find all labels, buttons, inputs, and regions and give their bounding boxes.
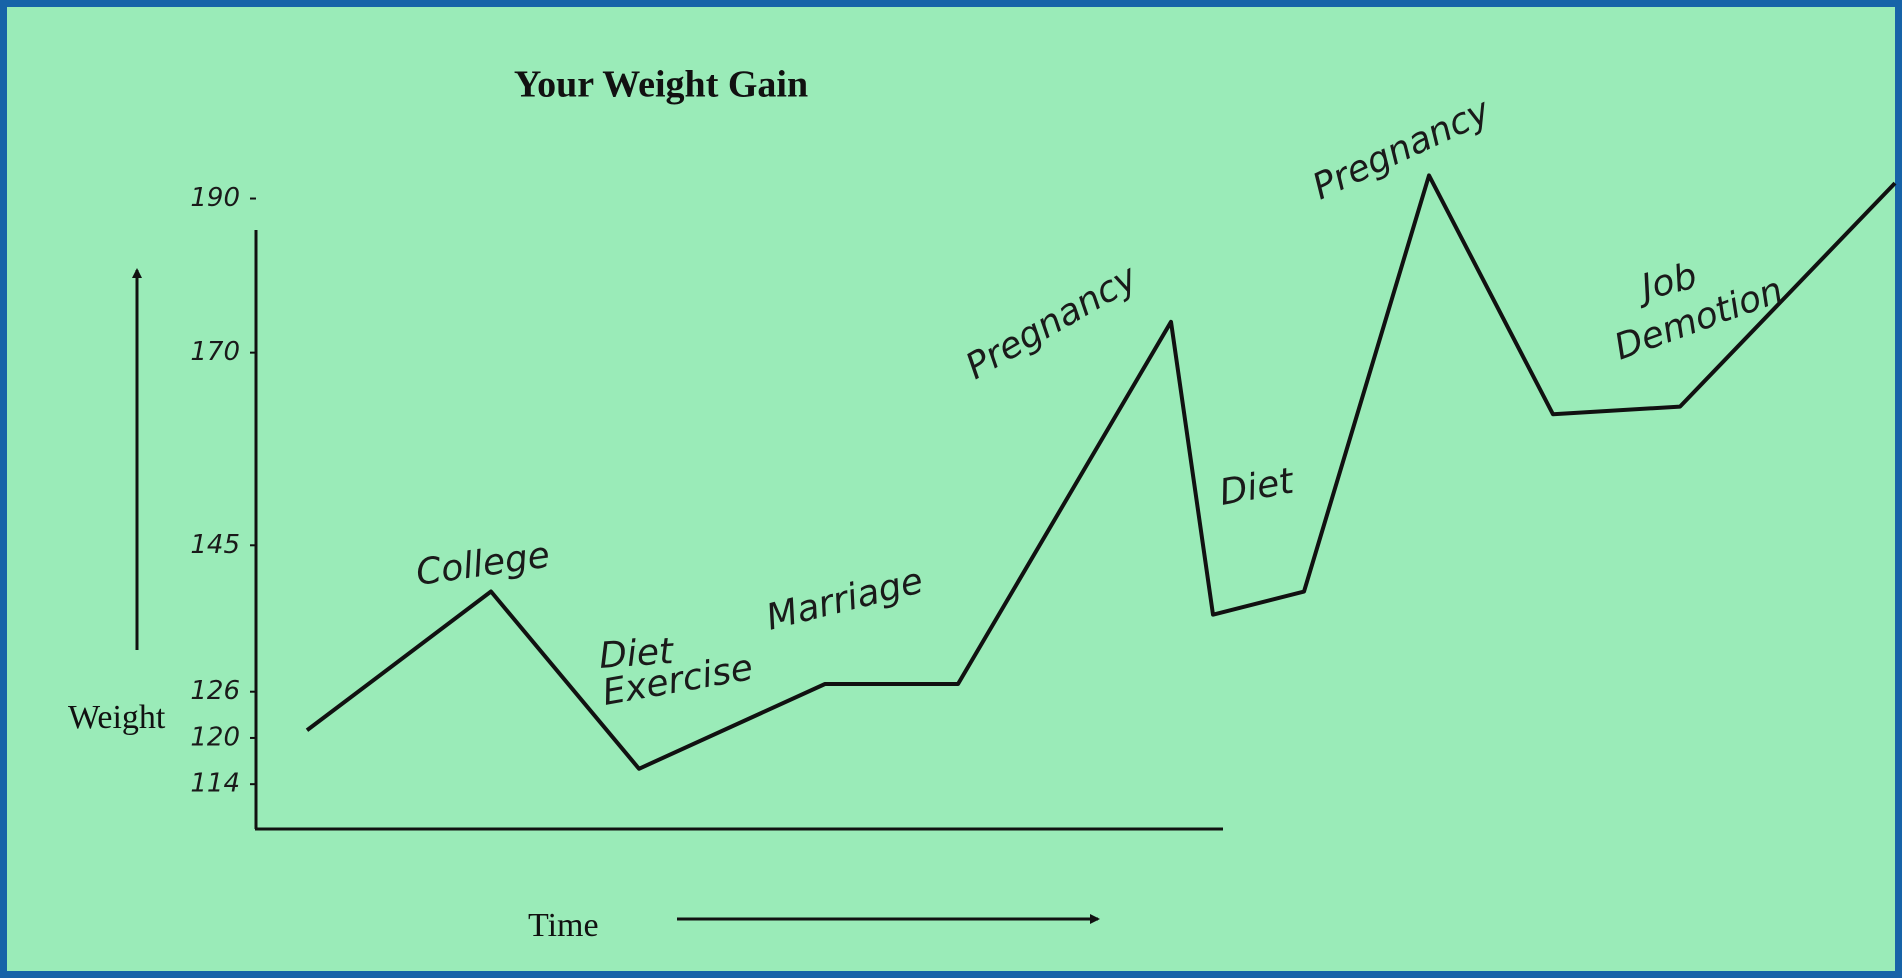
- x-axis-label: Time: [528, 907, 599, 944]
- annotation: Diet: [598, 631, 677, 677]
- y-tick-label: 170: [190, 337, 240, 367]
- weight-line: [305, 173, 1897, 771]
- y-axis-label: Weight: [68, 699, 166, 736]
- y-tick-label: 114: [190, 769, 240, 799]
- y-tick-label: 145: [190, 530, 240, 560]
- y-tick-label: 120: [190, 722, 240, 752]
- chart-title: Your Weight Gain: [514, 64, 808, 106]
- y-tick-label: 190: [190, 183, 240, 213]
- y-tick-label: 126: [190, 676, 240, 706]
- paper: [7, 7, 1895, 971]
